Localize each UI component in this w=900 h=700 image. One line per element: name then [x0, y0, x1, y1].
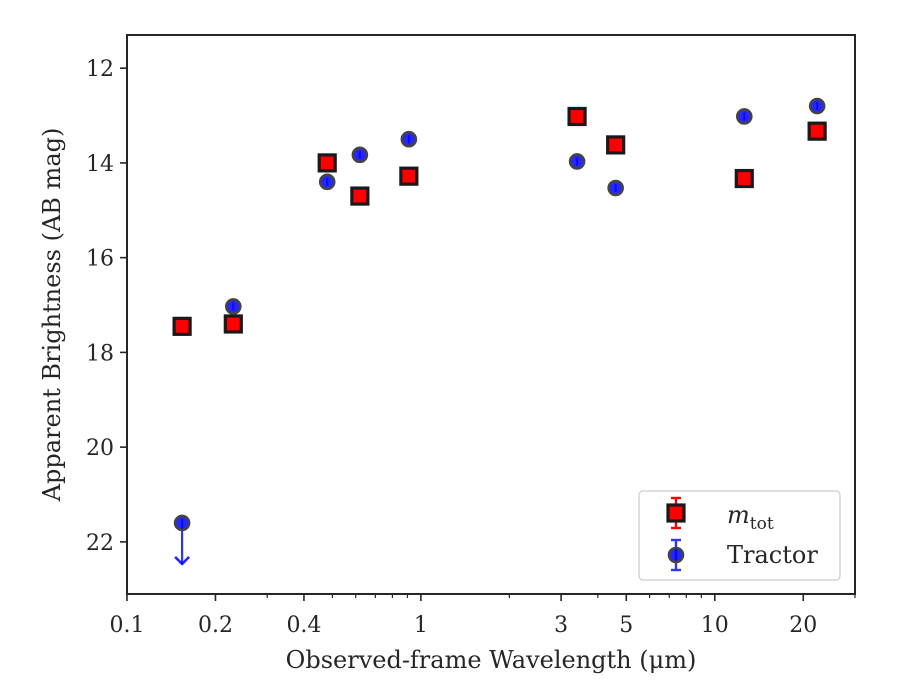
x-tick-label: 20	[789, 613, 817, 638]
y-tick-label: 22	[86, 531, 114, 556]
legend-mtot-square	[666, 503, 686, 523]
tractor-point	[351, 146, 369, 164]
tractor-point	[735, 108, 753, 125]
tractor-upper-limit-arrow	[174, 556, 191, 566]
tractor-point	[318, 173, 336, 191]
tractor-marker	[351, 146, 369, 164]
tractor-point	[607, 179, 624, 197]
legend-marker-mtot	[666, 496, 686, 530]
legend-marker-tractor	[667, 538, 685, 572]
tractor-point	[568, 153, 586, 170]
x-tick-label: 0.2	[198, 613, 233, 638]
mtot-point	[606, 135, 626, 155]
tractor-point	[173, 514, 191, 566]
x-axis-label: Observed-frame Wavelength (μm)	[286, 646, 697, 674]
y-tick-label: 20	[86, 436, 114, 461]
mtot-marker	[567, 106, 587, 127]
mtot-marker	[317, 153, 337, 173]
legend-label-tractor: Tractor	[727, 541, 818, 569]
x-axis-ticks: 0.1 0.2 0.4 1 3 5 10 20	[110, 594, 856, 638]
mtot-point	[734, 168, 754, 189]
x-tick-label: 5	[619, 613, 633, 638]
tractor-marker	[173, 514, 191, 532]
mtot-marker	[807, 121, 827, 141]
legend: mtot Tractor	[638, 490, 841, 581]
x-tick-label: 0.4	[286, 613, 321, 638]
tractor-marker	[225, 298, 242, 315]
legend-tractor-circle	[667, 546, 685, 564]
legend-label-mtot-main: m	[727, 501, 750, 529]
mtot-marker	[606, 135, 626, 155]
y-axis-label: Apparent Brightness (AB mag)	[38, 128, 66, 503]
mtot-point	[567, 106, 587, 127]
tractor-marker	[318, 173, 336, 191]
mtot-point	[399, 166, 419, 186]
tractor-marker	[400, 130, 418, 148]
plot-marks	[172, 97, 827, 566]
y-tick-label: 14	[86, 152, 114, 177]
x-tick-label: 0.1	[110, 613, 145, 638]
mtot-marker	[172, 316, 192, 336]
legend-label-mtot: mtot	[727, 501, 774, 534]
tractor-point	[225, 298, 242, 315]
mtot-point	[223, 314, 243, 334]
y-tick-label: 12	[86, 57, 114, 82]
y-tick-label: 18	[86, 341, 114, 366]
mtot-marker	[350, 186, 370, 206]
x-tick-label: 1	[414, 613, 428, 638]
mtot-point	[807, 121, 827, 141]
tractor-point	[808, 97, 826, 115]
tractor-marker	[808, 97, 826, 115]
legend-label-mtot-sub: tot	[750, 514, 774, 534]
tractor-marker	[735, 108, 753, 125]
mtot-point	[172, 316, 192, 336]
y-axis-ticks: 12 14 16 18 20 22	[86, 57, 127, 556]
x-tick-label: 10	[701, 613, 729, 638]
plot-frame	[126, 34, 856, 595]
mtot-marker	[223, 314, 243, 334]
tractor-point	[400, 130, 418, 148]
y-tick-label: 16	[86, 247, 114, 272]
tractor-marker	[568, 153, 586, 170]
mtot-point	[317, 153, 337, 173]
legend-box	[638, 490, 841, 581]
mtot-marker	[399, 166, 419, 186]
mtot-point	[350, 186, 370, 206]
x-tick-label: 3	[554, 613, 568, 638]
mtot-marker	[734, 168, 754, 189]
tractor-marker	[607, 179, 624, 197]
